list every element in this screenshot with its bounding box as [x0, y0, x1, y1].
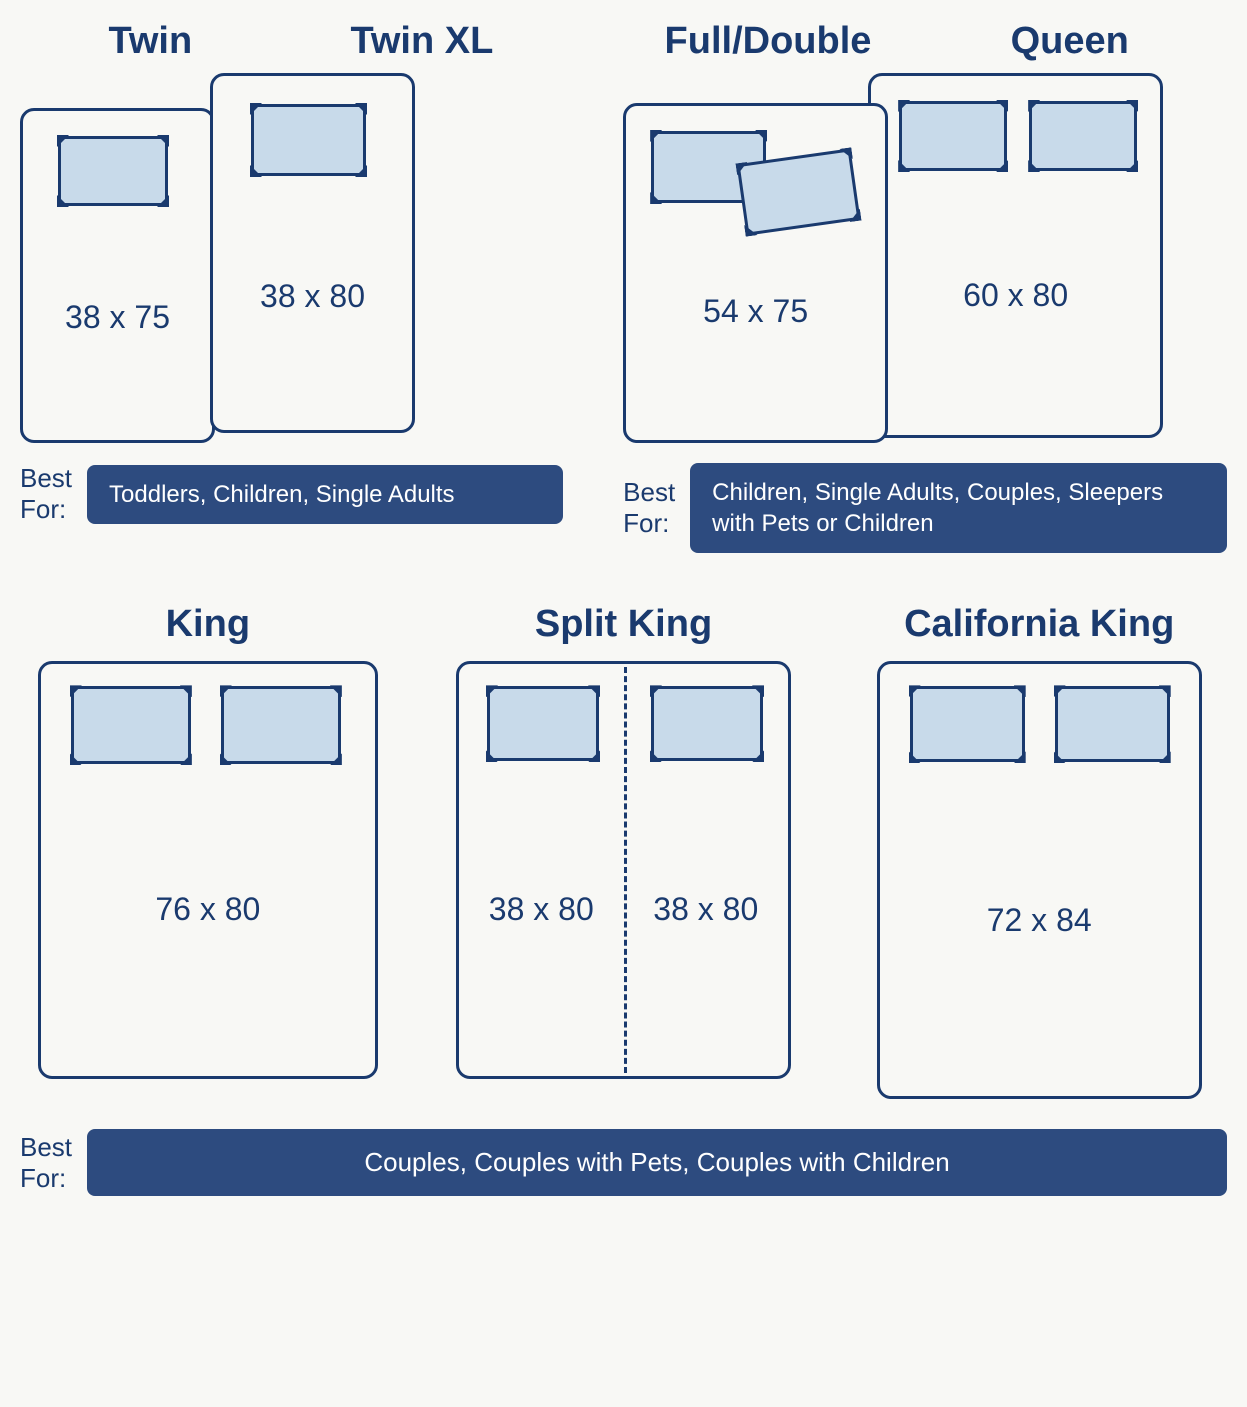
pillow [251, 104, 366, 176]
group-california-king: California King 72 x 84 [851, 603, 1227, 1099]
pillow [487, 686, 599, 761]
bestfor-pill-twin: Toddlers, Children, Single Adults [87, 465, 563, 524]
dimensions-king: 76 x 80 [41, 891, 375, 928]
group-split-king: Split King 38 x 8038 x 80 [436, 603, 812, 1099]
bed-queen: 60 x 80 [868, 73, 1163, 438]
infographic: Twin Twin XL 38 x 7538 x 80 BestFor: Tod… [20, 20, 1227, 1196]
bed-twin-xl: 38 x 80 [210, 73, 415, 433]
dimensions-california-king: 72 x 84 [880, 902, 1199, 939]
dimensions-split-king-left: 38 x 80 [459, 891, 624, 928]
dimensions-twin-xl: 38 x 80 [213, 278, 412, 315]
bestfor-kings: BestFor: Couples, Couples with Pets, Cou… [20, 1129, 1227, 1196]
beds-twin-group: 38 x 7538 x 80 [20, 73, 563, 443]
bestfor-label: BestFor: [20, 463, 72, 525]
title-california-king: California King [904, 603, 1174, 646]
pillow [58, 136, 168, 206]
title-split-king: Split King [535, 603, 712, 646]
title-king: King [166, 603, 250, 646]
group-king: King 76 x 80 [20, 603, 396, 1099]
pillow [1029, 101, 1137, 171]
bed-full-double: 54 x 75 [623, 103, 888, 443]
pillow [899, 101, 1007, 171]
bestfor-pill-kings: Couples, Couples with Pets, Couples with… [87, 1129, 1227, 1196]
split-line [624, 667, 627, 1073]
dimensions-full-double: 54 x 75 [626, 293, 885, 330]
title-queen: Queen [913, 20, 1227, 63]
bestfor-label: BestFor: [20, 1132, 72, 1194]
pillow [737, 148, 861, 235]
title-twin: Twin [20, 20, 281, 63]
group-full-queen: Full/Double Queen 60 x 8054 x 75 BestFor… [623, 20, 1227, 553]
title-twin-xl: Twin XL [281, 20, 563, 63]
pillow [71, 686, 191, 764]
bestfor-pill-full-queen: Children, Single Adults, Couples, Sleepe… [690, 463, 1226, 553]
bed-california-king: 72 x 84 [877, 661, 1202, 1099]
dimensions-queen: 60 x 80 [871, 277, 1160, 314]
dimensions-split-king-right: 38 x 80 [624, 891, 789, 928]
bestfor-label: BestFor: [623, 477, 675, 539]
pillow [651, 686, 763, 761]
beds-full-queen-group: 60 x 8054 x 75 [623, 73, 1227, 443]
group-twin: Twin Twin XL 38 x 7538 x 80 BestFor: Tod… [20, 20, 563, 553]
row-1: Twin Twin XL 38 x 7538 x 80 BestFor: Tod… [20, 20, 1227, 553]
bestfor-twin: BestFor: Toddlers, Children, Single Adul… [20, 463, 563, 525]
bestfor-full-queen: BestFor: Children, Single Adults, Couple… [623, 463, 1227, 553]
title-full: Full/Double [623, 20, 913, 63]
bed-split-king: 38 x 8038 x 80 [456, 661, 791, 1079]
bed-twin: 38 x 75 [20, 108, 215, 443]
row-2: King76 x 80Split King38 x 8038 x 80Calif… [20, 603, 1227, 1099]
pillow [910, 686, 1025, 762]
pillow [1055, 686, 1170, 762]
dimensions-twin: 38 x 75 [23, 299, 212, 336]
pillow [221, 686, 341, 764]
bed-king: 76 x 80 [38, 661, 378, 1079]
